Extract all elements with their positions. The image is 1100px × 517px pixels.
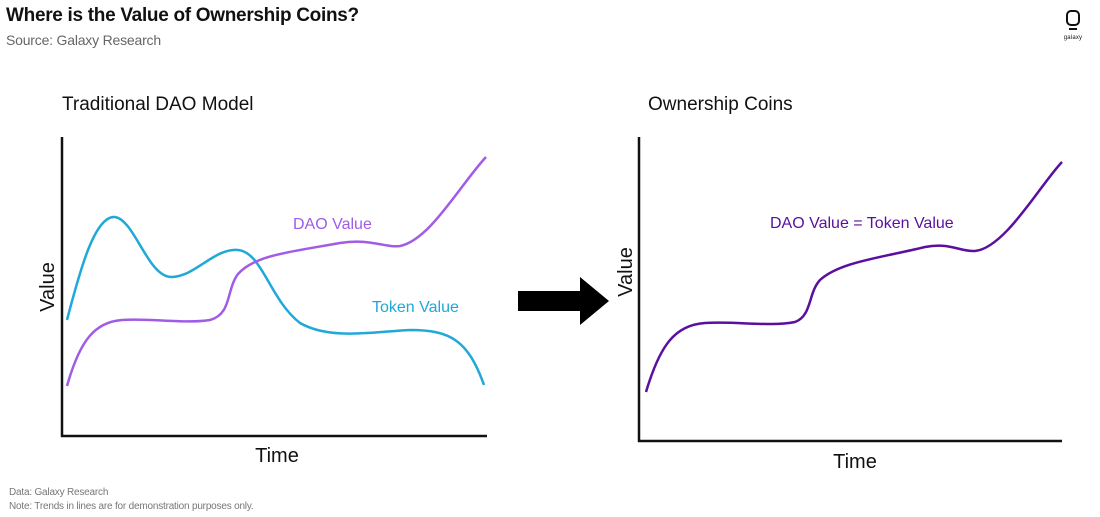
- page-subtitle: Source: Galaxy Research: [6, 32, 161, 48]
- galaxy-logo-icon: [1066, 10, 1080, 30]
- logo-text: galaxy: [1063, 35, 1083, 41]
- dao-value-label: DAO Value: [293, 216, 372, 233]
- footer-data-note: Data: Galaxy Research: [9, 487, 109, 498]
- left-panel: Traditional DAO Model Value Time DAO Val…: [37, 94, 487, 467]
- page-title: Where is the Value of Ownership Coins?: [6, 5, 359, 26]
- galaxy-logo: galaxy: [1060, 10, 1086, 41]
- token-value-line: [65, 215, 486, 386]
- right-panel-title: Ownership Coins: [648, 94, 793, 115]
- left-panel-title: Traditional DAO Model: [62, 94, 253, 115]
- dao-value-line: [65, 156, 487, 387]
- right-x-axis-label: Time: [833, 451, 877, 473]
- right-y-axis-label: Value: [615, 247, 637, 297]
- right-arrow-icon: [518, 277, 609, 325]
- left-x-axis-label: Time: [255, 445, 299, 467]
- footer-disclaimer: Note: Trends in lines are for demonstrat…: [9, 501, 254, 512]
- right-panel: Ownership Coins Value Time DAO Value = T…: [615, 94, 1063, 473]
- token-value-label: Token Value: [372, 299, 459, 316]
- combined-value-label: DAO Value = Token Value: [770, 215, 954, 232]
- combined-value-line: [644, 161, 1063, 393]
- left-y-axis-label: Value: [37, 262, 59, 312]
